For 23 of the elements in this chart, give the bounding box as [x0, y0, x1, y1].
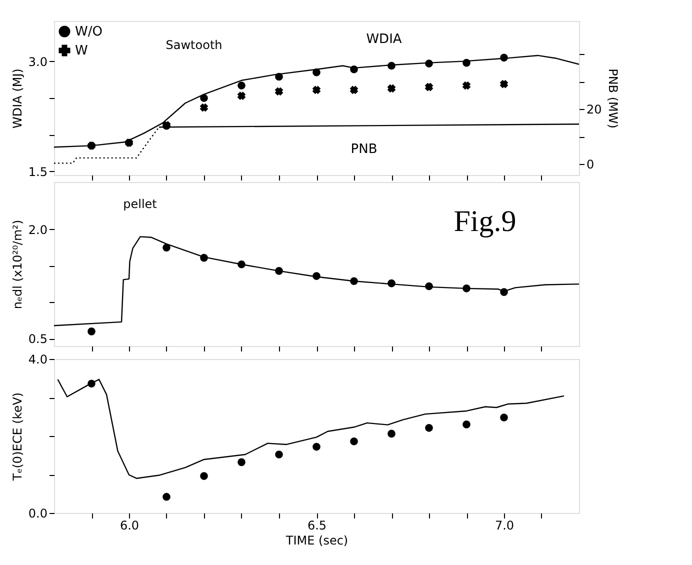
y-axis-title: Tₑ(0)ECE (keV) [10, 392, 24, 482]
legend-label: W [75, 44, 88, 58]
annotation: Fig.9 [454, 205, 516, 238]
y2-tick-label: 20 [586, 102, 602, 116]
x-tick-label: 7.0 [494, 518, 514, 532]
y-tick-label: 0.0 [28, 506, 48, 520]
y-axis-title: nₑdl (x10²⁰/m²) [10, 220, 24, 310]
x-tick-label: 6.0 [120, 518, 140, 532]
annotation: pellet [123, 197, 158, 211]
y-tick-label: 2.0 [28, 222, 48, 237]
y2-tick-label: 0 [586, 158, 594, 172]
y2-axis-title: PNB (MW) [606, 68, 620, 128]
y-tick-label: 0.5 [28, 332, 48, 346]
x-tick-label: 6.5 [307, 518, 327, 532]
annotation: WDIA [366, 32, 402, 47]
annotation: Sawtooth [166, 38, 222, 52]
y-tick-label: 1.5 [28, 164, 48, 179]
y-tick-label: 4.0 [28, 352, 48, 366]
x-axis-title: TIME (sec) [284, 534, 348, 548]
legend-label: W/O [75, 24, 102, 40]
y-axis-title: WDIA (MJ) [10, 68, 24, 128]
annotation: PNB [350, 142, 378, 157]
y-tick-label: 3.0 [28, 54, 48, 69]
